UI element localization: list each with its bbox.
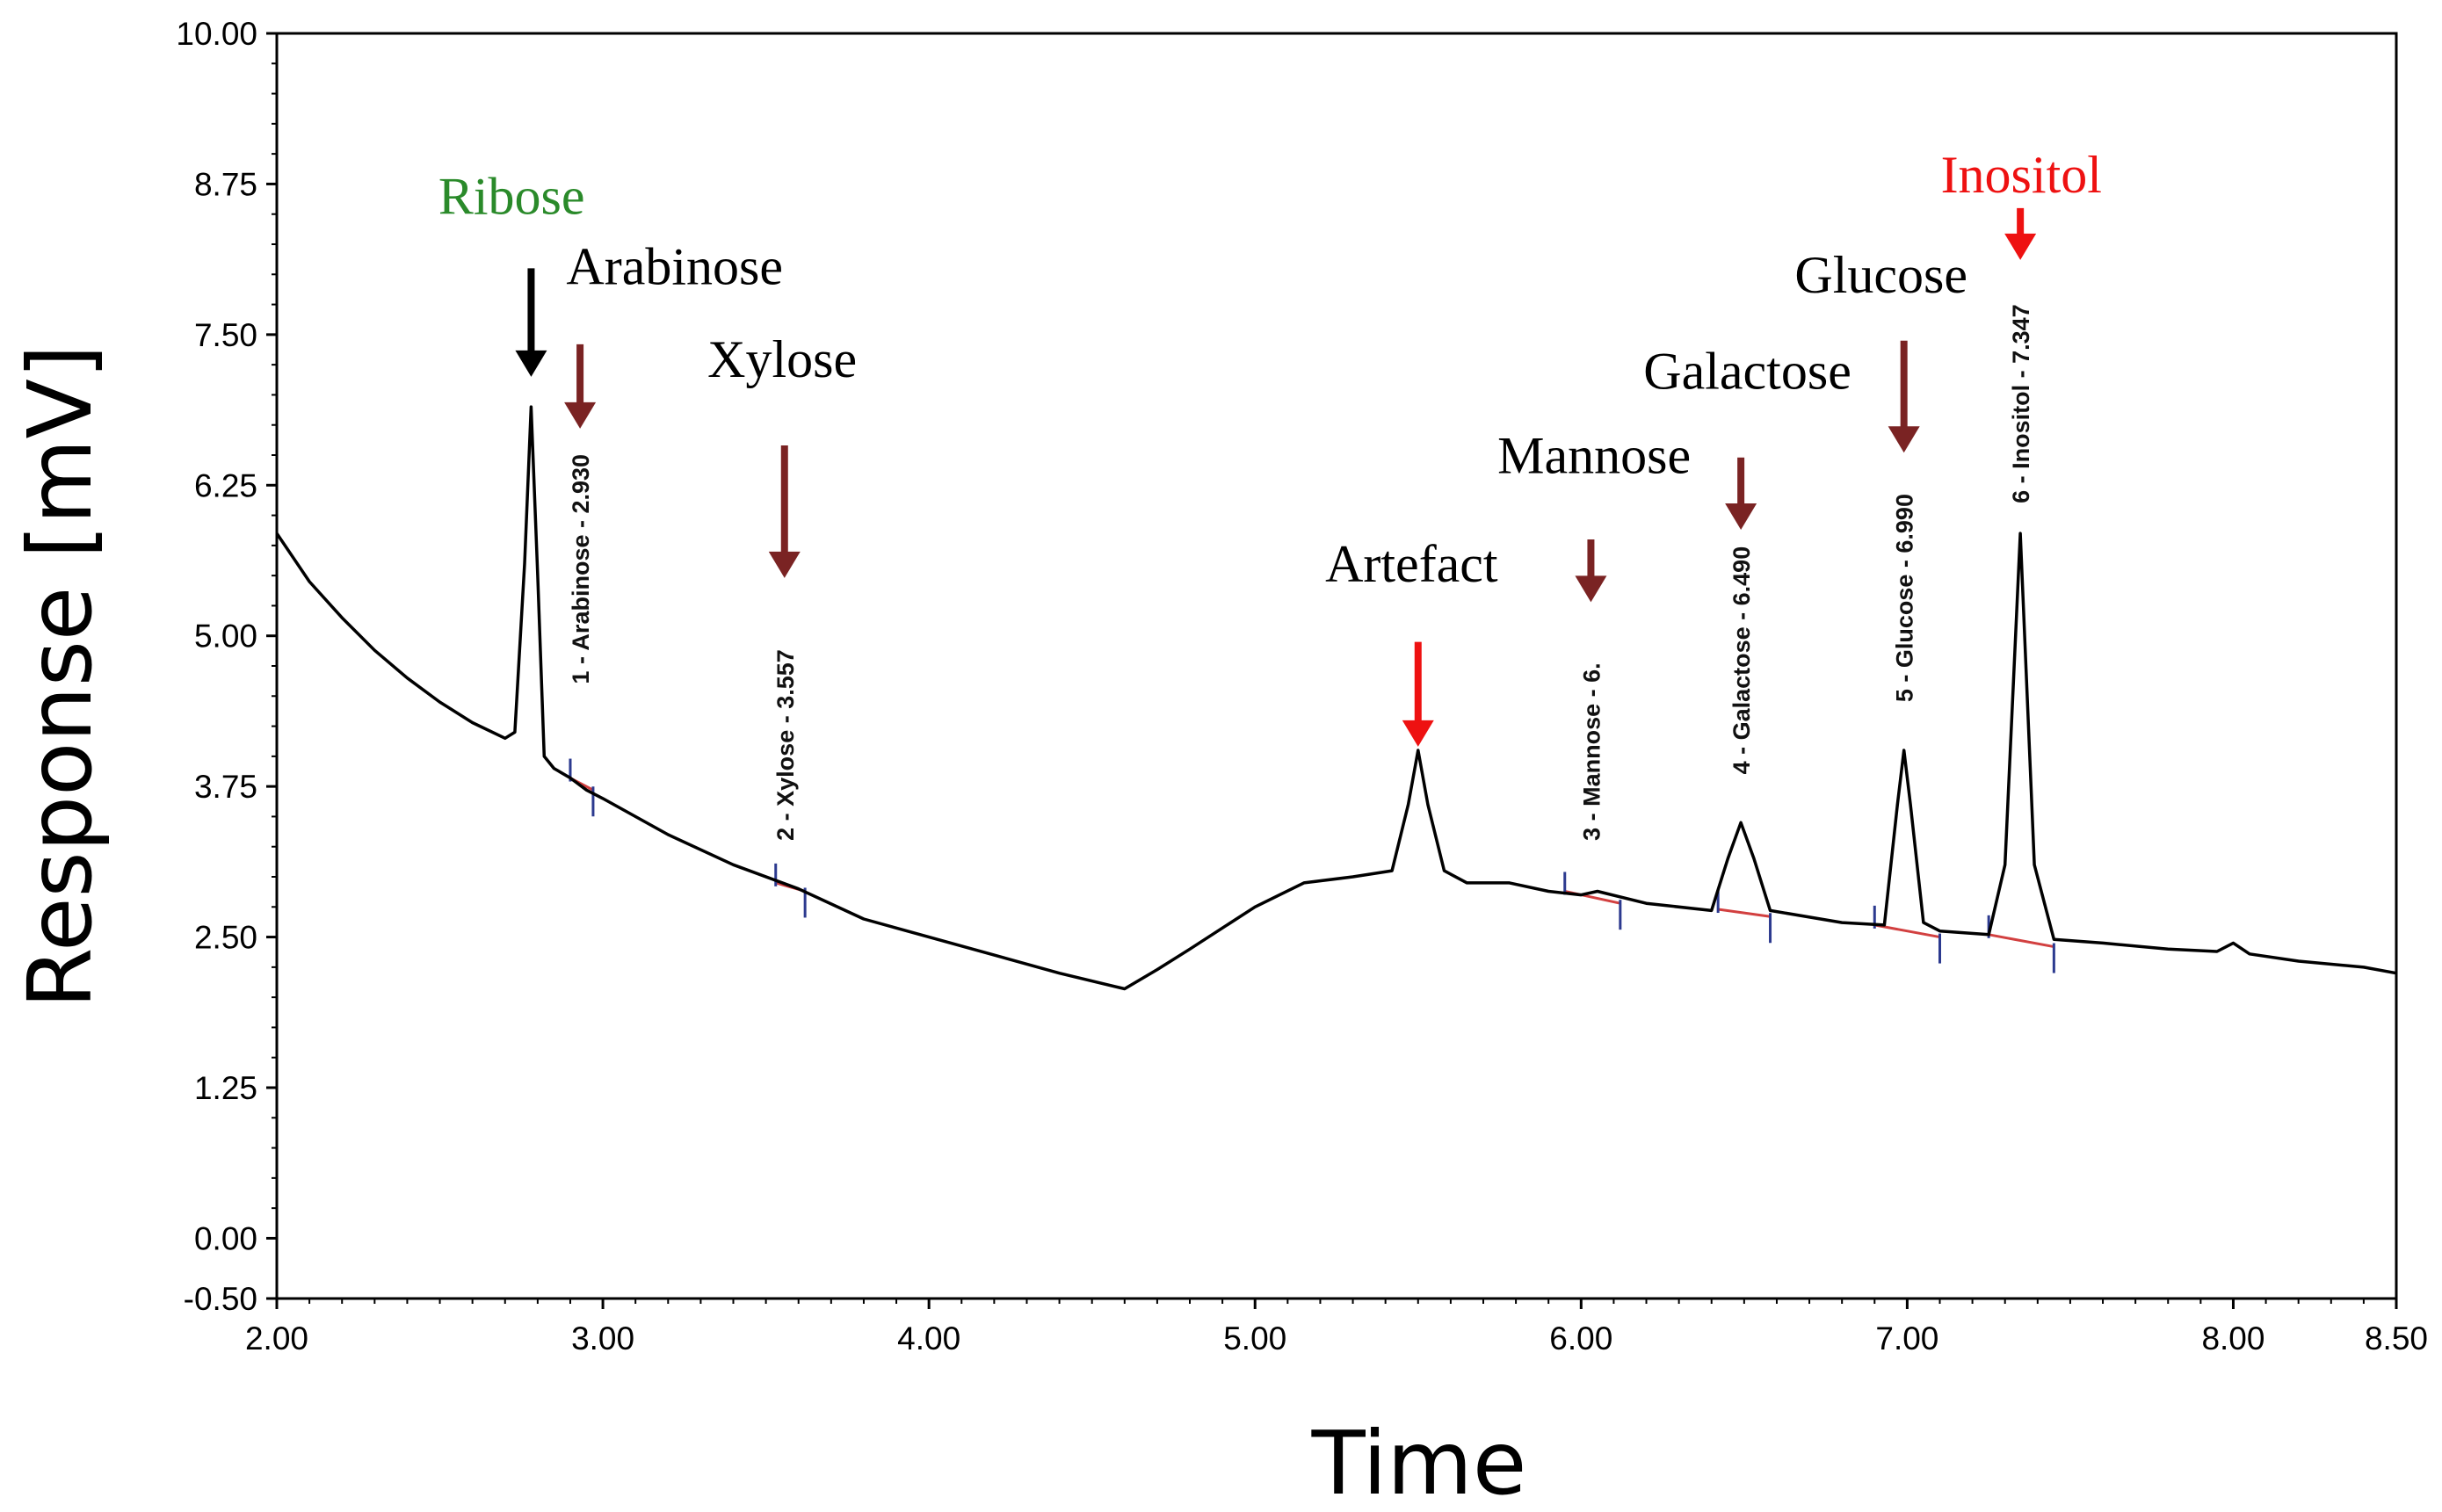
y-tick-label: 7.50 <box>194 317 257 353</box>
peak-label: 2 - Xylose - 3.557 <box>772 649 799 841</box>
y-tick-label: 5.00 <box>194 619 257 655</box>
x-tick-label: 8.00 <box>2201 1320 2264 1356</box>
baseline-segment <box>1717 908 1771 918</box>
x-tick-label: 3.00 <box>571 1320 634 1356</box>
peak-label: 5 - Glucose - 6.990 <box>1892 494 1918 702</box>
annotation-arrow-head <box>564 402 597 429</box>
y-tick-label: 1.25 <box>194 1070 257 1106</box>
annotation-arrow-head <box>1888 426 1920 453</box>
annotation-arrow-head <box>515 350 547 377</box>
annotation-arrow-head <box>2004 233 2037 260</box>
annotation-label: Galactose <box>1643 343 1851 401</box>
y-axis-title: Response [mV] <box>9 344 112 1009</box>
annotation-label: Ribose <box>438 168 585 226</box>
x-tick-label: 4.00 <box>897 1320 960 1356</box>
annotation-label: Glucose <box>1794 246 1967 304</box>
y-tick-label: 8.75 <box>194 166 257 202</box>
annotation-arrow-head <box>1402 720 1434 747</box>
y-tick-label: 2.50 <box>194 920 257 956</box>
annotation-label: Arabinose <box>566 237 783 295</box>
chromatogram-line <box>275 405 2397 991</box>
peak-label: 1 - Arabinose - 2.930 <box>568 454 594 684</box>
annotations-layer: Ribose Arabinose Xylose Artefact Mannose Gala… <box>438 146 2102 747</box>
x-axis-title: Time <box>1311 1412 1527 1512</box>
x-tick-label: 8.50 <box>2365 1320 2428 1356</box>
y-axis: 10.00 8.75 7.50 6.25 5.00 3.75 2.50 1.25 0.00 -0.… <box>176 16 277 1317</box>
x-tick-label: 6.00 <box>1549 1320 1612 1356</box>
series-layer <box>275 405 2397 991</box>
baseline-segment <box>1874 923 1940 939</box>
annotation-arrow-head <box>1725 503 1757 531</box>
peak-label: 4 - Galactose - 6.490 <box>1728 546 1755 775</box>
y-tick-label: 3.75 <box>194 769 257 805</box>
x-tick-label: 5.00 <box>1223 1320 1286 1356</box>
peak-label: 6 - Inositol - 7.347 <box>2008 304 2034 503</box>
annotation-arrow-head <box>1575 575 1607 603</box>
annotation-label: Xylose <box>707 330 857 388</box>
peak-labels: 1 - Arabinose - 2.930 2 - Xylose - 3.557 3… <box>568 304 2034 841</box>
x-tick-label: 7.00 <box>1875 1320 1938 1356</box>
y-tick-label: 6.25 <box>194 467 257 503</box>
annotation-label: Inositol <box>1941 146 2102 204</box>
annotation-label: Artefact <box>1325 535 1498 593</box>
y-tick-label: -0.50 <box>184 1281 257 1317</box>
y-tick-label: 0.00 <box>194 1220 257 1256</box>
x-axis: 2.00 3.00 4.00 5.00 6.00 7.00 8.00 8.50 <box>245 1299 2428 1356</box>
peak-label: 3 - Mannose - 6. <box>1578 662 1605 841</box>
annotation-label: Mannose <box>1497 427 1691 485</box>
x-tick-label: 2.00 <box>245 1320 308 1356</box>
annotation-arrow-head <box>768 551 801 578</box>
baseline-segment <box>1988 933 2054 949</box>
y-tick-label: 10.00 <box>176 16 257 52</box>
